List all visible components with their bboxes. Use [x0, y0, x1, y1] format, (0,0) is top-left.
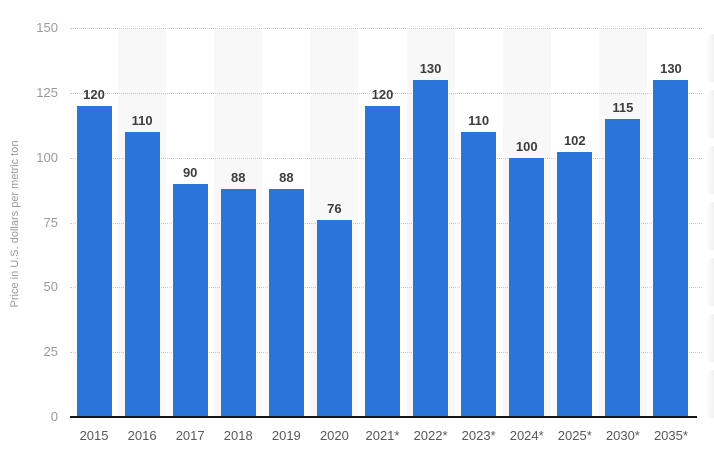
bar-2017[interactable] — [172, 183, 208, 417]
right-edge-bump — [705, 370, 714, 418]
y-tick-75: 75 — [43, 214, 58, 230]
x-label-2025*: 2025* — [557, 428, 592, 443]
y-tick-25: 25 — [43, 344, 58, 360]
bar-value-2019: 88 — [279, 169, 294, 185]
x-label-2019: 2019 — [271, 428, 301, 443]
y-tick-100: 100 — [36, 149, 58, 165]
bar-2030*[interactable] — [605, 118, 641, 417]
bar-value-2016: 110 — [131, 112, 153, 128]
bar-value-2023*: 110 — [468, 112, 490, 128]
x-label-2023*: 2023* — [461, 428, 496, 443]
x-label-2017: 2017 — [175, 428, 205, 443]
bar-2024*[interactable] — [509, 157, 545, 417]
bar-2023*[interactable] — [461, 131, 497, 417]
bar-2035*[interactable] — [653, 79, 689, 417]
x-label-2024*: 2024* — [509, 428, 544, 443]
x-label-2021*: 2021* — [365, 428, 400, 443]
bar-value-2017: 90 — [182, 164, 198, 180]
bar-value-2022*: 130 — [419, 60, 442, 76]
y-tick-125: 125 — [36, 84, 58, 100]
bar-value-2035*: 130 — [660, 60, 682, 76]
x-label-2015: 2015 — [79, 428, 109, 443]
x-label-2020: 2020 — [319, 428, 349, 443]
bar-2019[interactable] — [268, 188, 304, 417]
y-tick-0: 0 — [50, 409, 58, 424]
x-axis-line — [70, 416, 697, 418]
bar-2015[interactable] — [76, 105, 112, 417]
right-edge-bump — [705, 146, 714, 194]
plot-area: 120 110 90 88 88 76 120 130 110 100 102 115 130 — [70, 28, 702, 417]
y-tick-150: 150 — [36, 20, 58, 35]
x-label-2018: 2018 — [223, 428, 253, 443]
bar-2020[interactable] — [316, 219, 352, 417]
bar-2025*[interactable] — [557, 152, 593, 417]
bar-value-2020: 76 — [327, 200, 342, 216]
bar-value-2024*: 100 — [515, 138, 538, 154]
bar-value-2030*: 115 — [612, 99, 634, 115]
bar-value-2025*: 102 — [563, 133, 586, 149]
bar-value-2015: 120 — [83, 86, 105, 102]
right-edge-bump — [705, 314, 714, 362]
x-label-2035*: 2035* — [653, 428, 688, 443]
bar-value-2018: 88 — [231, 169, 246, 185]
bar-2021*[interactable] — [365, 105, 400, 417]
x-label-2022*: 2022* — [413, 428, 448, 443]
bar-2018[interactable] — [220, 188, 256, 417]
bar-2016[interactable] — [124, 131, 160, 417]
right-edge-bump — [705, 90, 714, 138]
right-edge-bump — [705, 258, 714, 306]
gridline-150 — [70, 28, 702, 29]
y-tick-50: 50 — [43, 279, 58, 295]
bar-2022*[interactable] — [413, 79, 449, 417]
right-edge-bump — [705, 202, 714, 250]
bar-value-2021*: 120 — [371, 86, 394, 102]
gridline-125 — [70, 92, 702, 94]
right-edge-bump — [705, 34, 714, 82]
x-label-2016: 2016 — [127, 428, 157, 443]
x-label-2030*: 2030* — [605, 428, 640, 443]
